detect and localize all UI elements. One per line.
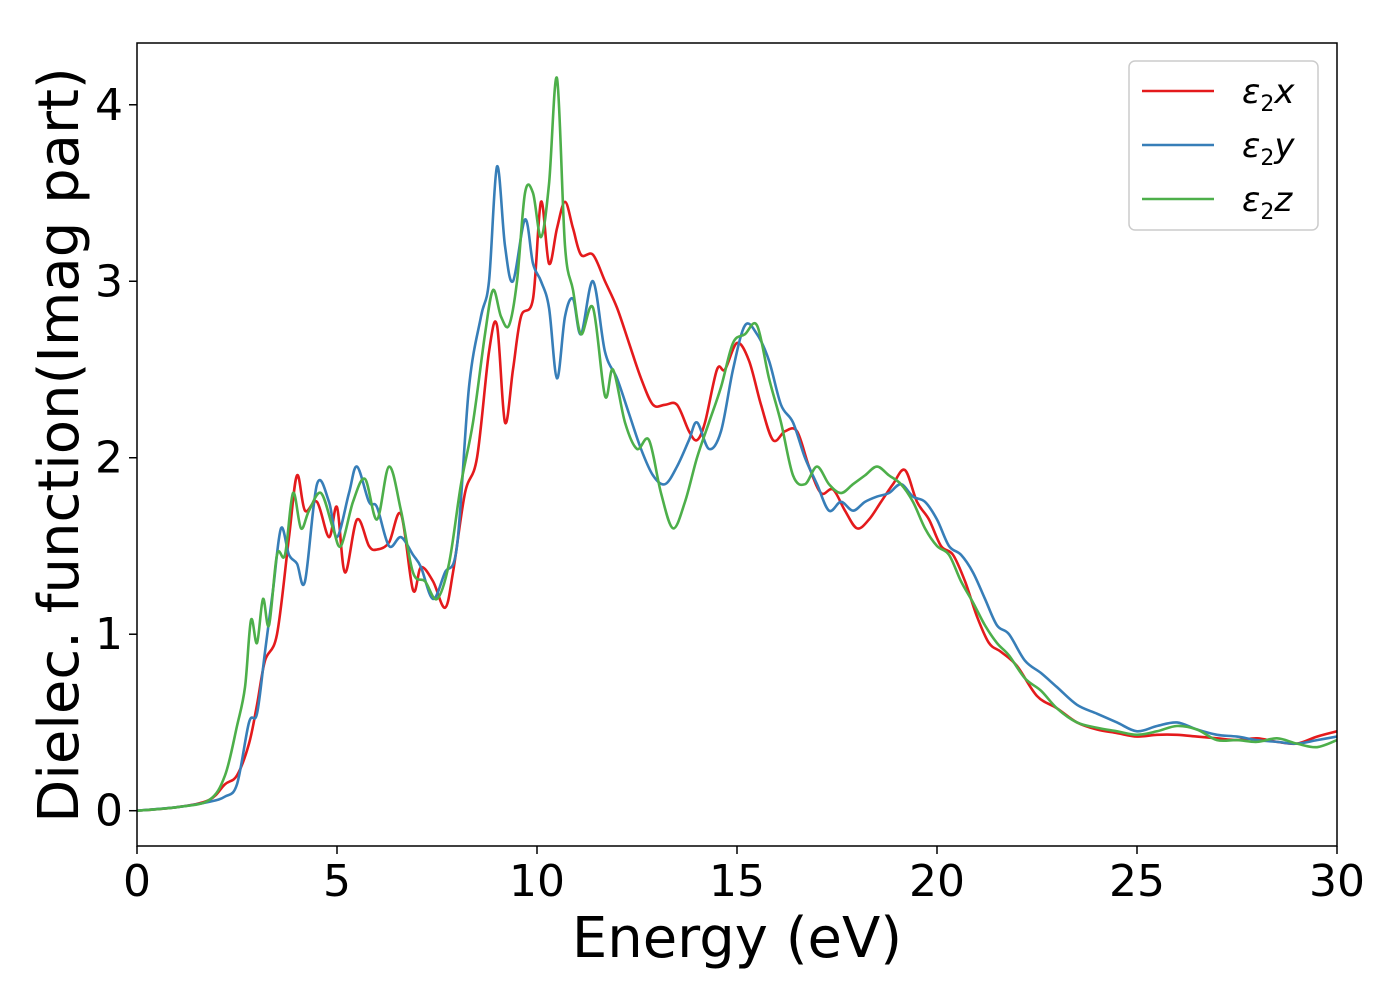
- y-axis: 0 1 2 3 4: [95, 80, 137, 837]
- x-tick-label: 20: [909, 856, 965, 907]
- x-tick-label: 15: [709, 856, 765, 907]
- x-tick-label: 5: [323, 856, 351, 907]
- legend-label-z: ε2z: [1242, 180, 1293, 225]
- y-axis-title: Dielec. function(Imag part): [27, 67, 92, 823]
- x-axis-title: Energy (eV): [572, 906, 902, 971]
- x-axis: 0 5 10 15 20 25 30: [123, 846, 1365, 907]
- series-line-y: [137, 165, 1337, 812]
- legend-entries: ε2x ε2y ε2z: [1142, 72, 1295, 225]
- legend: ε2x ε2y ε2z: [1128, 60, 1319, 231]
- x-tick-label: 25: [1109, 856, 1165, 907]
- y-tick-label: 0: [95, 786, 123, 837]
- x-tick-label: 30: [1309, 856, 1365, 907]
- y-tick-label: 3: [95, 256, 123, 307]
- x-tick-label: 0: [123, 856, 151, 907]
- y-tick-label: 2: [95, 433, 123, 484]
- series-line-z: [137, 76, 1337, 812]
- x-tick-label: 10: [509, 856, 565, 907]
- legend-box: [1128, 60, 1319, 231]
- legend-label-x: ε2x: [1242, 72, 1295, 117]
- y-tick-label: 4: [95, 80, 123, 131]
- legend-label-y: ε2y: [1242, 126, 1295, 171]
- series-layer: [137, 76, 1337, 812]
- series-line-x: [137, 200, 1337, 812]
- y-tick-label: 1: [95, 609, 123, 660]
